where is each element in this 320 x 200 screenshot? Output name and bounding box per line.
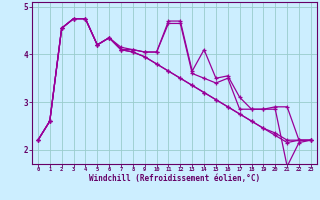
X-axis label: Windchill (Refroidissement éolien,°C): Windchill (Refroidissement éolien,°C) — [89, 174, 260, 183]
